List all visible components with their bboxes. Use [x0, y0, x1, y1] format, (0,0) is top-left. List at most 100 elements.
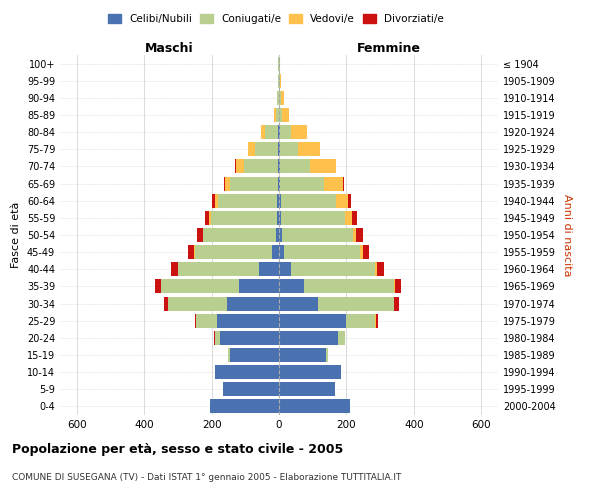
- Bar: [275, 228, 279, 242]
- Bar: [362, 245, 369, 259]
- Bar: [304, 280, 394, 293]
- Bar: [279, 194, 281, 207]
- Legend: Celibi/Nubili, Coniugati/e, Vedovi/e, Divorziati/e: Celibi/Nubili, Coniugati/e, Vedovi/e, Di…: [104, 10, 448, 29]
- Bar: [394, 296, 399, 310]
- Bar: [280, 125, 292, 139]
- Bar: [279, 245, 284, 259]
- Bar: [352, 211, 357, 225]
- Bar: [244, 160, 278, 173]
- Bar: [188, 245, 194, 259]
- Bar: [346, 211, 352, 225]
- Bar: [292, 125, 307, 139]
- Bar: [279, 280, 304, 293]
- Bar: [348, 194, 351, 207]
- Text: Maschi: Maschi: [145, 42, 194, 55]
- Bar: [279, 91, 281, 105]
- Bar: [155, 280, 161, 293]
- Bar: [279, 296, 318, 310]
- Bar: [395, 280, 401, 293]
- Bar: [336, 194, 348, 207]
- Bar: [230, 348, 279, 362]
- Bar: [209, 211, 211, 225]
- Bar: [279, 331, 338, 345]
- Bar: [394, 280, 395, 293]
- Bar: [214, 331, 215, 345]
- Bar: [224, 176, 226, 190]
- Bar: [277, 91, 279, 105]
- Bar: [223, 382, 279, 396]
- Bar: [279, 125, 280, 139]
- Bar: [279, 365, 341, 379]
- Bar: [353, 228, 356, 242]
- Bar: [274, 108, 275, 122]
- Bar: [310, 160, 335, 173]
- Bar: [343, 176, 344, 190]
- Bar: [298, 142, 320, 156]
- Bar: [356, 228, 363, 242]
- Bar: [279, 262, 291, 276]
- Bar: [197, 228, 203, 242]
- Bar: [195, 245, 272, 259]
- Bar: [277, 194, 279, 207]
- Bar: [277, 211, 279, 225]
- Bar: [280, 160, 310, 173]
- Bar: [375, 314, 376, 328]
- Bar: [291, 262, 375, 276]
- Bar: [171, 262, 178, 276]
- Bar: [215, 194, 218, 207]
- Bar: [278, 176, 279, 190]
- Bar: [205, 211, 209, 225]
- Bar: [248, 142, 255, 156]
- Text: Popolazione per età, sesso e stato civile - 2005: Popolazione per età, sesso e stato civil…: [12, 442, 343, 456]
- Bar: [215, 365, 279, 379]
- Bar: [229, 348, 230, 362]
- Bar: [279, 314, 346, 328]
- Bar: [278, 56, 279, 70]
- Bar: [196, 314, 217, 328]
- Bar: [218, 194, 277, 207]
- Bar: [326, 348, 328, 362]
- Bar: [195, 314, 196, 328]
- Bar: [278, 125, 279, 139]
- Bar: [281, 91, 284, 105]
- Bar: [279, 348, 326, 362]
- Text: Femmine: Femmine: [356, 42, 421, 55]
- Bar: [279, 56, 280, 70]
- Bar: [168, 296, 227, 310]
- Bar: [280, 142, 298, 156]
- Bar: [226, 176, 230, 190]
- Bar: [211, 211, 277, 225]
- Bar: [210, 400, 279, 413]
- Bar: [284, 245, 360, 259]
- Bar: [279, 382, 335, 396]
- Bar: [346, 314, 375, 328]
- Bar: [345, 331, 346, 345]
- Bar: [227, 296, 279, 310]
- Bar: [375, 262, 377, 276]
- Bar: [161, 280, 239, 293]
- Bar: [279, 211, 281, 225]
- Bar: [280, 176, 324, 190]
- Y-axis label: Fasce di età: Fasce di età: [11, 202, 21, 268]
- Bar: [360, 245, 362, 259]
- Bar: [235, 160, 236, 173]
- Bar: [318, 296, 394, 310]
- Bar: [279, 176, 280, 190]
- Bar: [230, 176, 278, 190]
- Y-axis label: Anni di nascita: Anni di nascita: [562, 194, 572, 276]
- Bar: [281, 211, 346, 225]
- Bar: [278, 74, 279, 88]
- Bar: [279, 74, 280, 88]
- Bar: [239, 280, 279, 293]
- Bar: [272, 245, 279, 259]
- Bar: [220, 331, 279, 345]
- Bar: [279, 228, 283, 242]
- Bar: [279, 160, 280, 173]
- Bar: [194, 245, 195, 259]
- Text: COMUNE DI SUSEGANA (TV) - Dati ISTAT 1° gennaio 2005 - Elaborazione TUTTITALIA.I: COMUNE DI SUSEGANA (TV) - Dati ISTAT 1° …: [12, 472, 401, 482]
- Bar: [278, 160, 279, 173]
- Bar: [255, 142, 278, 156]
- Bar: [377, 262, 384, 276]
- Bar: [335, 160, 336, 173]
- Bar: [164, 296, 168, 310]
